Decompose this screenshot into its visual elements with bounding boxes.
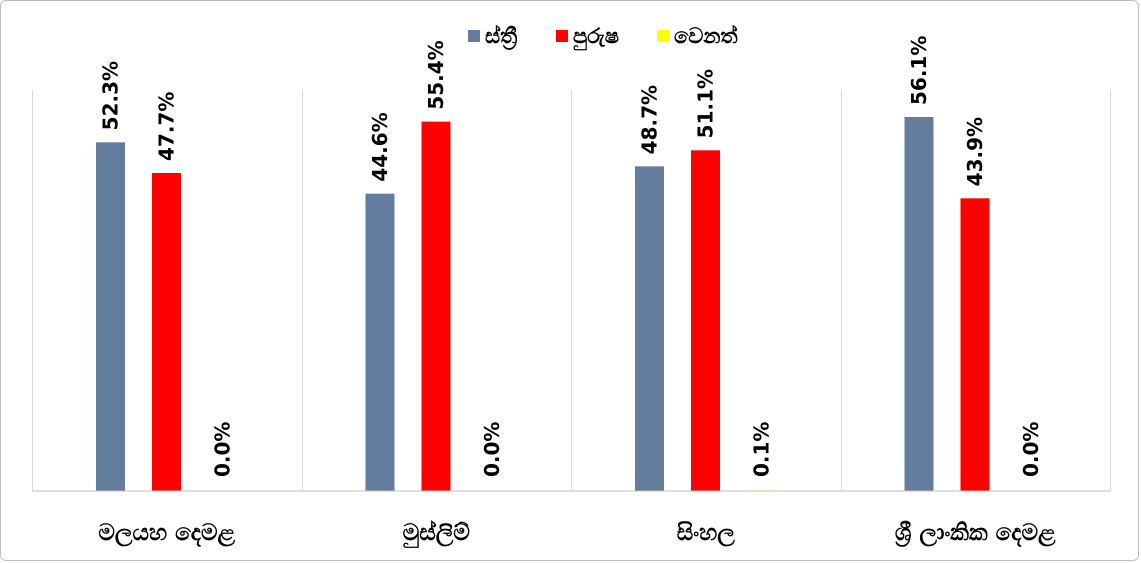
bar: [96, 142, 125, 492]
data-label: 56.1%: [907, 36, 931, 105]
data-label: 43.9%: [963, 117, 987, 186]
data-label: 0.0%: [1019, 422, 1043, 477]
data-label: 0.0%: [211, 422, 235, 477]
data-label: 51.1%: [694, 69, 718, 138]
legend-label: පුරුෂ: [573, 24, 619, 51]
category-label: ශ්‍රී ලාංකික දෙමළ: [895, 520, 1056, 547]
category-label: සිංහල: [677, 520, 735, 547]
bar: [960, 198, 990, 492]
legend-swatch: [468, 30, 480, 42]
legend-swatch: [657, 30, 669, 42]
legend: ස්ත්‍රී පුරුෂ වෙනත්: [468, 24, 738, 51]
value-labels: 52.3% 47.7% 0.0% 44.6% 55.4% 0.0% 48.7% 51.1% 0.…: [99, 36, 1044, 477]
data-label: 48.7%: [638, 85, 662, 154]
category-label: මුස්ලිම්: [403, 520, 471, 548]
legend-swatch: [556, 30, 568, 42]
bar: [152, 173, 181, 491]
bar: [421, 121, 451, 492]
data-label: 0.0%: [480, 422, 504, 477]
category-label: මලයහ දෙමළ: [98, 520, 235, 547]
data-label: 0.1%: [750, 422, 774, 477]
category-separators: [32, 90, 1111, 491]
data-label: 44.6%: [368, 112, 392, 181]
bar: [635, 166, 664, 492]
data-label: 47.7%: [155, 92, 179, 161]
bars: [96, 117, 990, 492]
legend-label: වෙනත්: [674, 24, 738, 48]
data-label: 52.3%: [99, 61, 123, 130]
bar: [904, 117, 934, 491]
category-labels: මලයහ දෙමළ මුස්ලිම් සිංහල ශ්‍රී ලාංකික දෙමළ: [98, 520, 1056, 548]
bar: [691, 150, 720, 492]
bar: [365, 193, 395, 491]
data-label: 55.4%: [424, 40, 448, 109]
legend-label: ස්ත්‍රී: [485, 24, 517, 51]
